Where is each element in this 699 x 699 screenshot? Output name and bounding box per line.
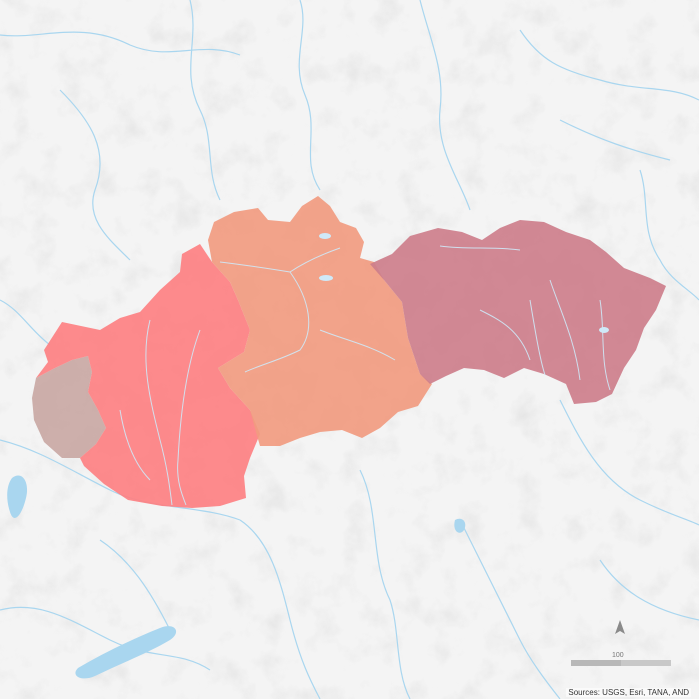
region-west[interactable] xyxy=(36,244,260,508)
lakes xyxy=(7,475,466,679)
regional-lakes xyxy=(319,233,609,333)
regional-rivers xyxy=(119,245,611,506)
north-arrow-icon xyxy=(615,620,625,634)
region-central[interactable] xyxy=(208,196,432,446)
region-east[interactable] xyxy=(370,220,666,404)
map-attribution[interactable]: Sources: USGS, Esri, TANA, AND xyxy=(566,688,691,697)
scale-bar xyxy=(571,660,671,666)
region-west-small[interactable] xyxy=(32,356,106,458)
scale-bar-label: 100 xyxy=(612,652,624,659)
